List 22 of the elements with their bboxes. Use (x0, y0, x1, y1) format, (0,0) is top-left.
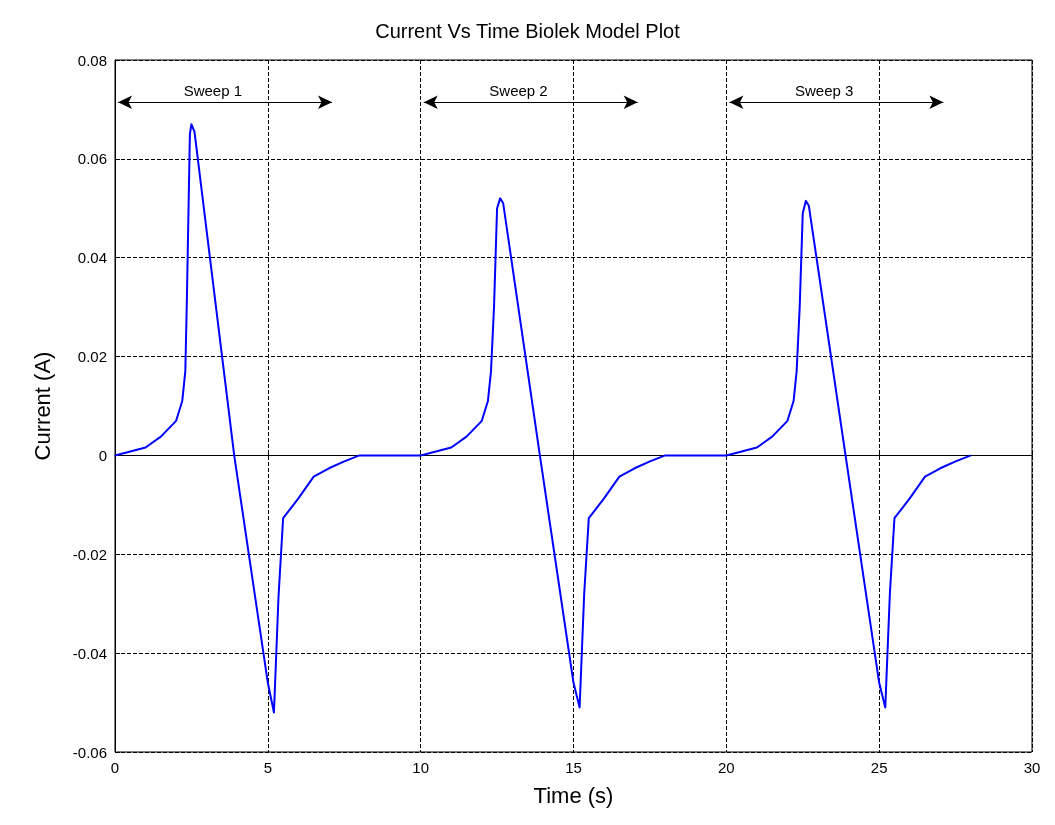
y-tick-label: -0.02 (72, 545, 107, 563)
annotation: Sweep 2 (489, 81, 548, 99)
y-tick-label: 0.02 (77, 348, 107, 366)
x-axis-title: Time (s) (533, 782, 614, 808)
y-tick-label: -0.04 (72, 644, 107, 662)
x-tick-label: 0 (110, 759, 120, 776)
y-tick-label: 0.06 (77, 150, 107, 168)
y-tick-label: 0.04 (77, 249, 107, 267)
x-tick-label: 10 (412, 759, 430, 776)
chart-title: Current Vs Time Biolek Model Plot (375, 20, 681, 42)
y-axis-title: Current (A) (29, 351, 55, 461)
line-series (114, 123, 972, 714)
annotation: Sweep 1 (183, 81, 242, 99)
x-tick-label: 25 (870, 759, 888, 776)
x-tick-label: 5 (263, 759, 273, 776)
x-tick-label: 15 (565, 759, 582, 776)
y-tick-label: -0.06 (72, 743, 107, 761)
annotation: Sweep 3 (794, 81, 854, 99)
y-tick-label: 0 (98, 446, 107, 464)
x-tick-label: 30 (1023, 759, 1041, 776)
y-tick-label: 0.08 (77, 51, 107, 69)
x-tick-label: 20 (717, 759, 735, 776)
